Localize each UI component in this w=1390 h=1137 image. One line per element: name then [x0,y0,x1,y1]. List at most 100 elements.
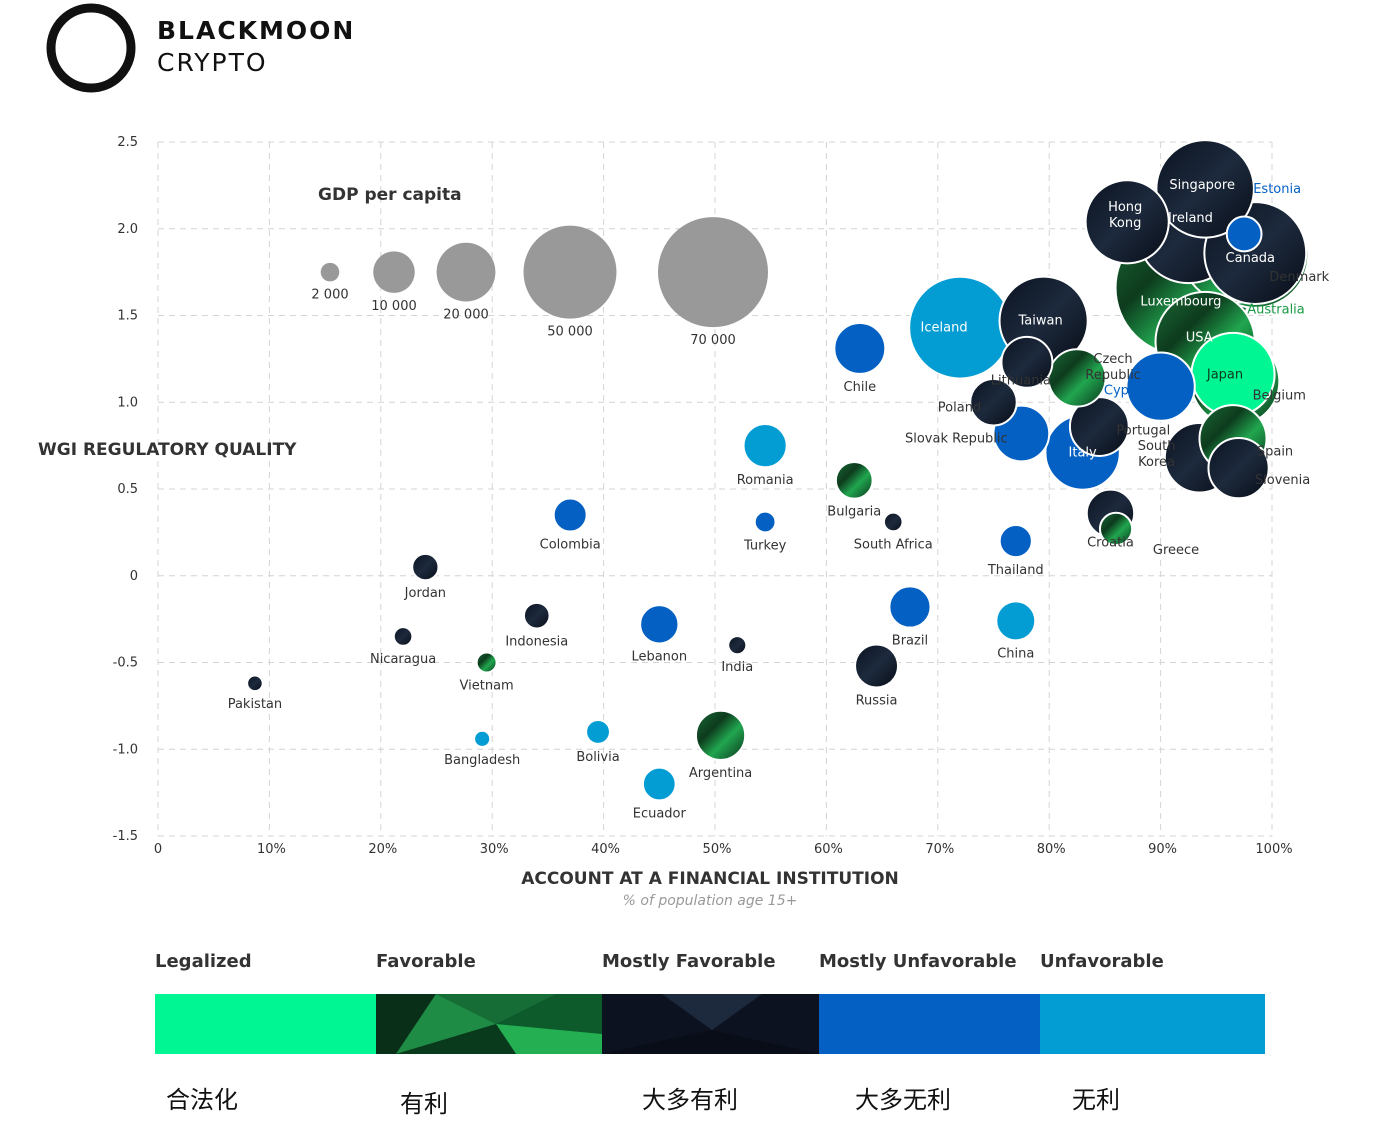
logo-ring-icon [46,3,136,93]
label-singapore: Singapore [1169,178,1235,193]
legend-swatch-legalized [155,994,376,1054]
point-czech-republic [1047,348,1107,408]
label-greece: Greece [1153,543,1199,558]
label-usa: USA [1186,331,1213,346]
brand-name-line1: BLACKMOON [157,16,356,45]
y-tick-label: -1.0 [113,742,138,757]
point-romania [742,423,788,469]
label-ireland: Ireland [1168,211,1213,226]
label-south-africa: South Africa [854,537,933,552]
y-tick-label: -1.5 [113,829,138,844]
label-romania: Romania [737,473,794,488]
y-axis-ticks: 2.5 2.0 1.5 1.0 0.5 0 -0.5 -1.0 -1.5 [113,135,138,844]
point-brazil [888,585,932,629]
legend-label-legalized: Legalized [155,951,252,972]
label-poland: Poland [938,400,981,415]
x-axis-ticks: 0 10% 20% 30% 40% 50% 60% 70% 80% 90% 100% [154,842,1293,857]
label-thailand: Thailand [987,563,1044,578]
label-belgium: Belgium [1253,388,1306,403]
label-taiwan: Taiwan [1018,314,1063,329]
label-vietnam: Vietnam [460,678,514,693]
size-legend-label: 20 000 [443,308,489,323]
x-tick-label: 90% [1148,842,1177,857]
label-jordan: Jordan [404,586,446,601]
label-bolivia: Bolivia [576,750,619,765]
label-lithuania: Lithuania [991,373,1051,388]
point-vietnam [475,651,498,674]
label-portugal: Portugal [1116,424,1170,439]
point-bangladesh [473,729,492,748]
point-indonesia [522,601,551,630]
label-australia: Australia [1247,302,1305,317]
point-china [995,600,1037,642]
label-italy: Italy [1069,446,1098,461]
legend-cn-favorable: 有利 [400,1090,448,1118]
point-jordan [411,552,440,582]
brand-name-line2: CRYPTO [157,48,268,77]
point-hong-kong [1084,179,1170,265]
brand-logo [40,0,360,100]
legend-swatch-mostly-favorable [602,994,819,1054]
x-tick-label: 100% [1255,842,1292,857]
point-colombia [552,497,588,533]
point-turkey [753,510,777,534]
label-canada: Canada [1226,251,1275,266]
size-legend-circle [320,262,340,282]
legend-swatch-favorable [376,994,602,1054]
label-chile: Chile [844,380,877,395]
legend-cn-mostly-favorable: 大多有利 [642,1086,738,1114]
size-legend-circle [373,251,415,293]
label-japan: Japan [1206,367,1243,382]
data-points [246,139,1310,802]
label-denmark: Denmark [1269,270,1329,285]
x-tick-label: 20% [368,842,397,857]
label-brazil: Brazil [892,634,928,649]
point-south-africa [882,511,904,533]
label-hong-kong: Hong Kong [1108,200,1142,231]
label-estonia: Estonia [1253,182,1301,197]
size-legend: GDP per capita 2 000 10 000 20 000 50 000 70 … [311,185,768,348]
label-argentina: Argentina [689,766,752,781]
label-china: China [997,646,1034,661]
x-axis-sublabel: % of population age 15+ [623,893,798,909]
size-legend-label: 10 000 [371,299,417,314]
label-bulgaria: Bulgaria [827,505,881,520]
legend-cn-mostly-unfavorable: 大多无利 [855,1086,951,1114]
point-ecuador [641,766,677,802]
size-legend-circle [436,242,496,302]
label-india: India [721,660,753,675]
label-colombia: Colombia [540,538,601,553]
label-czech-republic: Czech Republic [1085,352,1141,383]
point-bolivia [585,718,611,745]
point-slovenia [1207,437,1270,500]
label-croatia: Croatia [1087,535,1134,550]
point-greece [1098,511,1134,547]
y-tick-label: 0 [130,569,138,584]
label-bangladesh: Bangladesh [444,753,520,768]
size-legend-title: GDP per capita [318,185,462,205]
legend-swatch-mostly-unfavorable [819,994,1040,1054]
label-indonesia: Indonesia [505,634,568,649]
x-tick-label: 70% [925,842,954,857]
point-cyprus [1125,351,1196,422]
point-lebanon [639,604,680,645]
label-luxembourg: Luxembourg [1140,295,1221,310]
point-singapore [1155,139,1255,239]
x-axis-label: ACCOUNT AT A FINANCIAL INSTITUTION [521,869,899,889]
y-axis-label: WGI REGULATORY QUALITY [38,440,297,460]
label-slovenia: Slovenia [1255,473,1310,488]
x-tick-label: 80% [1037,842,1066,857]
label-ecuador: Ecuador [633,806,687,821]
point-chile [833,322,887,375]
y-tick-label: 1.5 [117,309,138,324]
point-lithuania [1000,335,1054,389]
legend-swatch-unfavorable [1040,994,1265,1054]
scatter-chart: 0 10% 20% 30% 40% 50% 60% 70% 80% 90% 100% 2.5 2.0 1… [38,135,1330,909]
x-tick-label: 50% [703,842,732,857]
point-labels: Pakistan Jordan Nicaragua Vietnam Bangladesh… [228,178,1330,821]
y-tick-label: 1.0 [117,395,138,410]
size-legend-label: 70 000 [690,333,736,348]
label-lebanon: Lebanon [631,649,687,664]
label-slovak-republic: Slovak Republic [905,431,1008,446]
legend-cn-unfavorable: 无利 [1072,1086,1120,1114]
